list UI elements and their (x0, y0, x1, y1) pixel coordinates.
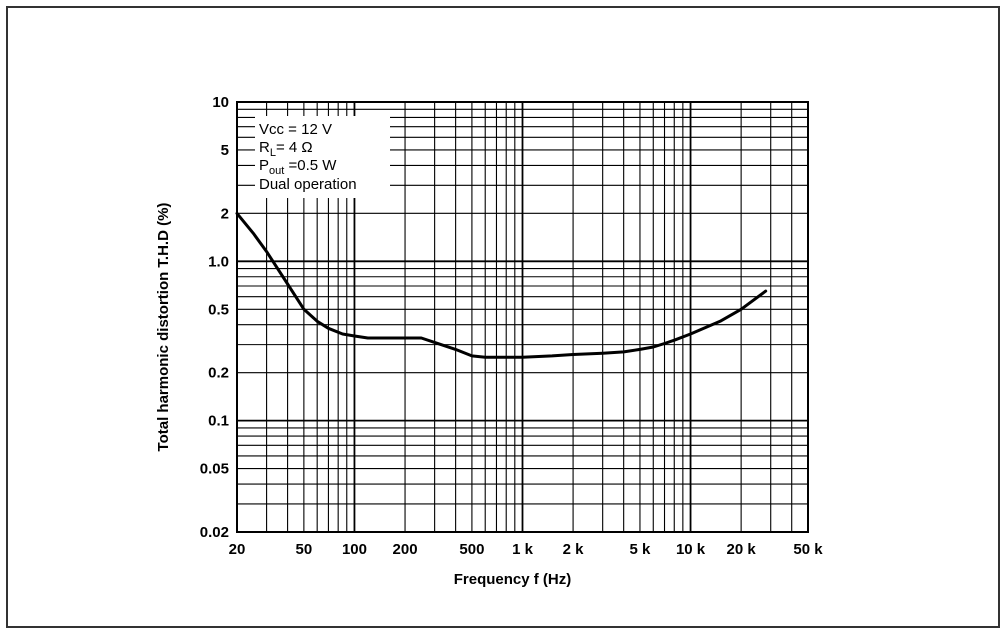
x-tick-label: 20 (229, 541, 246, 558)
x-tick-label: 50 k (793, 541, 823, 558)
y-tick-label: 2 (221, 205, 229, 222)
y-tick-label: 0.5 (208, 301, 229, 318)
x-tick-label: 1 k (512, 541, 534, 558)
x-tick-labels: 20 50 100 200 500 1 k 2 k 5 k 10 k 20 k 50 k (229, 541, 824, 558)
y-tick-label: 0.2 (208, 365, 229, 382)
x-tick-label: 20 k (727, 541, 757, 558)
legend-background (255, 116, 390, 198)
annotation-pout-sub: out (269, 165, 284, 177)
annotation-mode: Dual operation (259, 176, 357, 193)
y-tick-label: 0.1 (208, 413, 229, 430)
annotation-rl-sub: L (270, 147, 276, 159)
x-axis-label: Frequency f (Hz) (454, 571, 572, 588)
annotation-rl: RL= 4 Ω (259, 139, 313, 159)
y-tick-label: 0.05 (200, 461, 229, 478)
y-tick-label: 0.02 (200, 524, 229, 541)
annotation-pout-rest: =0.5 W (284, 157, 337, 174)
plot-border (236, 101, 809, 533)
y-tick-label: 5 (221, 142, 229, 159)
annotation-rl-rest: = 4 Ω (276, 139, 313, 156)
x-tick-label: 10 k (676, 541, 706, 558)
x-tick-label: 2 k (563, 541, 585, 558)
y-tick-labels: 10 5 2 1.0 0.5 0.2 0.1 0.05 0.02 (200, 94, 229, 541)
y-tick-label: 10 (212, 94, 229, 111)
annotation-pout-main: P (259, 157, 269, 174)
y-axis-label: Total harmonic distortion T.H.D (%) (155, 203, 172, 452)
legend-box: Vcc = 12 V RL= 4 Ω Pout =0.5 W Dual oper… (255, 116, 390, 198)
series-layer (235, 211, 768, 359)
x-tick-label: 5 k (630, 541, 652, 558)
annotation-rl-main: R (259, 139, 270, 156)
x-tick-label: 200 (393, 541, 418, 558)
x-tick-label: 50 (296, 541, 313, 558)
x-tick-label: 500 (459, 541, 484, 558)
annotation-pout: Pout =0.5 W (259, 157, 337, 177)
y-tick-label: 1.0 (208, 253, 229, 270)
series-line-0 (235, 211, 768, 359)
x-tick-label: 100 (342, 541, 367, 558)
annotation-vcc: Vcc = 12 V (259, 121, 332, 138)
grid-lines (237, 102, 808, 532)
